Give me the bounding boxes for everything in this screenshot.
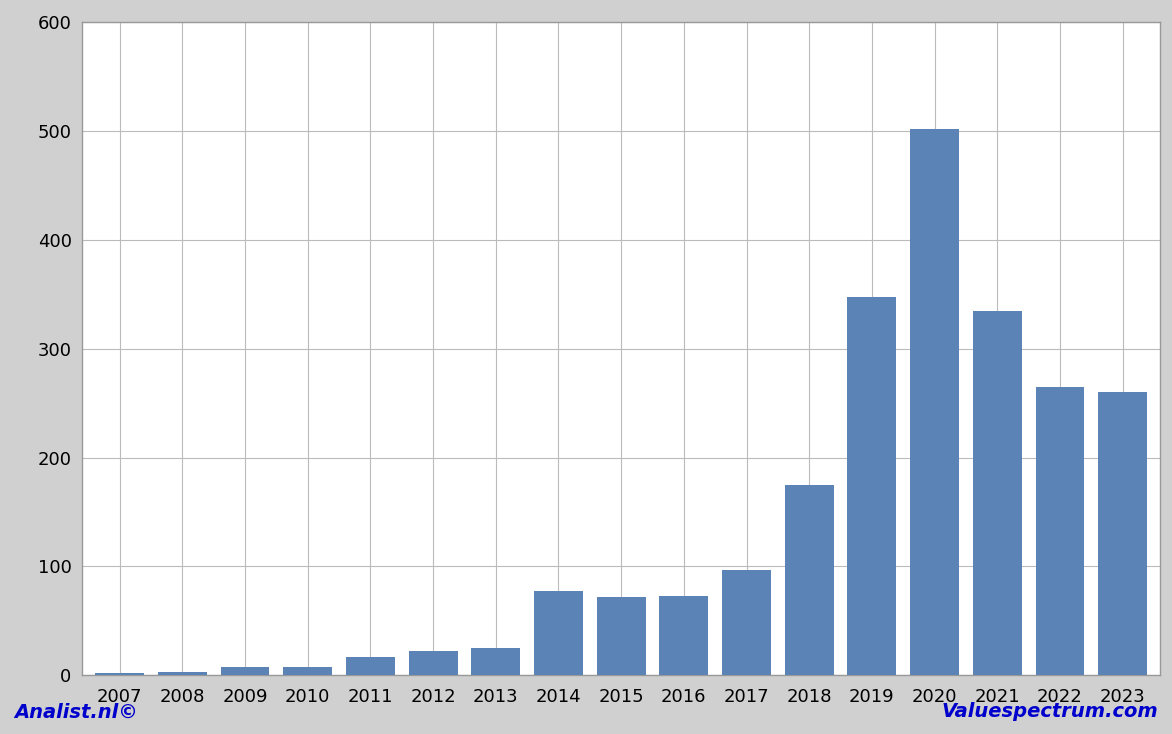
- Bar: [158, 672, 206, 675]
- Bar: [1098, 392, 1147, 675]
- Text: Analist.nl©: Analist.nl©: [14, 702, 138, 722]
- Bar: [220, 666, 270, 675]
- Bar: [95, 673, 144, 675]
- Bar: [534, 592, 582, 675]
- Bar: [346, 657, 395, 675]
- Bar: [284, 666, 332, 675]
- Bar: [911, 128, 959, 675]
- Bar: [660, 596, 708, 675]
- Bar: [973, 310, 1022, 675]
- Bar: [1036, 387, 1084, 675]
- Bar: [471, 648, 520, 675]
- Bar: [847, 297, 897, 675]
- Bar: [597, 597, 646, 675]
- Bar: [409, 651, 457, 675]
- Bar: [722, 570, 771, 675]
- Bar: [785, 484, 833, 675]
- Text: Valuespectrum.com: Valuespectrum.com: [941, 702, 1158, 722]
